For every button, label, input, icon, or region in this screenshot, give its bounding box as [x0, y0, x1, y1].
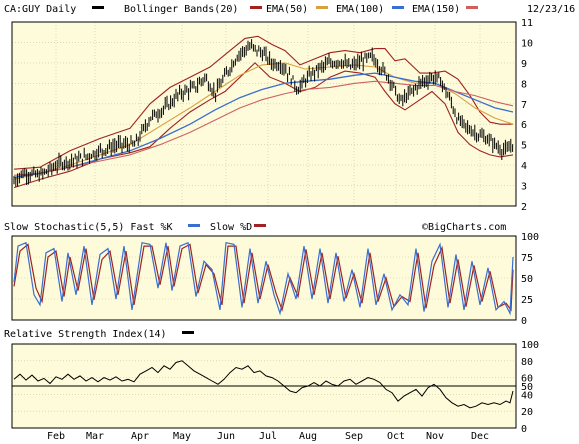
price-plot-border	[11, 21, 517, 207]
x-tick-label: Aug	[299, 431, 317, 442]
stochastic-tick-label: 50	[521, 274, 533, 285]
price-tick-label: 11	[521, 18, 533, 29]
legend-bollinger: Bollinger Bands(20)	[124, 4, 238, 15]
x-tick-label: Feb	[47, 431, 65, 442]
x-axis: Feb Mar Apr May Jun Jul Aug Sep Oct Nov Dec	[47, 431, 489, 442]
rsi-tick-label: 20	[521, 407, 533, 418]
price-tick-label: 4	[521, 161, 527, 172]
rsi-tick-label: 100	[521, 340, 539, 351]
fast-k-legend-swatch	[188, 224, 200, 227]
price-y-axis: 2 3 4 5 6 7 8 9 10 11	[521, 18, 533, 213]
stochastic-plot-border	[11, 235, 517, 321]
price-legend-swatch	[92, 6, 104, 9]
price-tick-label: 8	[521, 79, 527, 90]
rsi-tick-label: 0	[521, 424, 527, 435]
chart-date: 12/23/16	[527, 4, 575, 15]
price-tick-label: 2	[521, 202, 527, 213]
x-tick-label: Nov	[426, 431, 444, 442]
watermark: ©BigCharts.com	[422, 222, 506, 233]
rsi-tick-label: 80	[521, 357, 533, 368]
x-tick-label: Dec	[471, 431, 489, 442]
rsi-plot-border	[11, 343, 517, 429]
rsi-title: Relative Strength Index(14)	[4, 329, 167, 340]
x-tick-label: Jun	[217, 431, 235, 442]
bollinger-upper-line	[13, 35, 513, 170]
stochastic-tick-label: 25	[521, 295, 533, 306]
rsi-legend-swatch	[182, 331, 194, 334]
stochastic-slow-label: Slow %D	[210, 222, 252, 233]
fast-k-line	[13, 241, 514, 316]
price-tick-label: 3	[521, 182, 527, 193]
price-panel: 2 3 4 5 6 7 8 9 10 11 CA:GUY Daily Bollinger Band…	[4, 4, 575, 428]
x-tick-label: Mar	[86, 431, 104, 442]
stochastic-panel: Slow Stochastic(5,5) Fast %K Slow %D ©Bi…	[4, 222, 539, 327]
stochastic-y-axis: 0 25 50 75 100	[521, 232, 539, 327]
x-tick-label: Jul	[259, 431, 277, 442]
price-tick-label: 6	[521, 120, 527, 131]
rsi-line	[13, 360, 514, 409]
rsi-series	[13, 360, 514, 409]
price-tick-label: 5	[521, 141, 527, 152]
bollinger-legend-swatch	[250, 6, 262, 9]
stochastic-tick-label: 75	[521, 253, 533, 264]
ema150-legend-swatch	[466, 6, 478, 9]
legend-ema150: EMA(150)	[412, 4, 460, 15]
x-tick-label: Oct	[387, 431, 405, 442]
legend-ema100: EMA(100)	[336, 4, 384, 15]
bollinger-lower-line	[13, 62, 514, 189]
slow-d-legend-swatch	[254, 224, 266, 227]
price-series	[13, 35, 514, 189]
x-tick-label: May	[173, 431, 191, 442]
stochastic-series	[13, 241, 514, 316]
chart-symbol: CA:GUY Daily	[4, 4, 76, 15]
ema100-legend-swatch	[392, 6, 404, 9]
rsi-tick-label: 60	[521, 374, 533, 385]
x-tick-label: Sep	[345, 431, 363, 442]
rsi-tick-label: 50	[521, 382, 533, 393]
stochastic-tick-label: 100	[521, 232, 539, 243]
price-tick-label: 9	[521, 59, 527, 70]
x-tick-label: Apr	[131, 431, 149, 442]
ema50-legend-swatch	[316, 6, 328, 9]
stochastic-title: Slow Stochastic(5,5) Fast %K	[4, 222, 173, 233]
rsi-tick-label: 40	[521, 390, 533, 401]
slow-d-line	[13, 243, 514, 312]
legend-ema50: EMA(50)	[266, 4, 308, 15]
price-tick-label: 10	[521, 38, 533, 49]
price-tick-label: 7	[521, 100, 527, 111]
stochastic-tick-label: 0	[521, 316, 527, 327]
